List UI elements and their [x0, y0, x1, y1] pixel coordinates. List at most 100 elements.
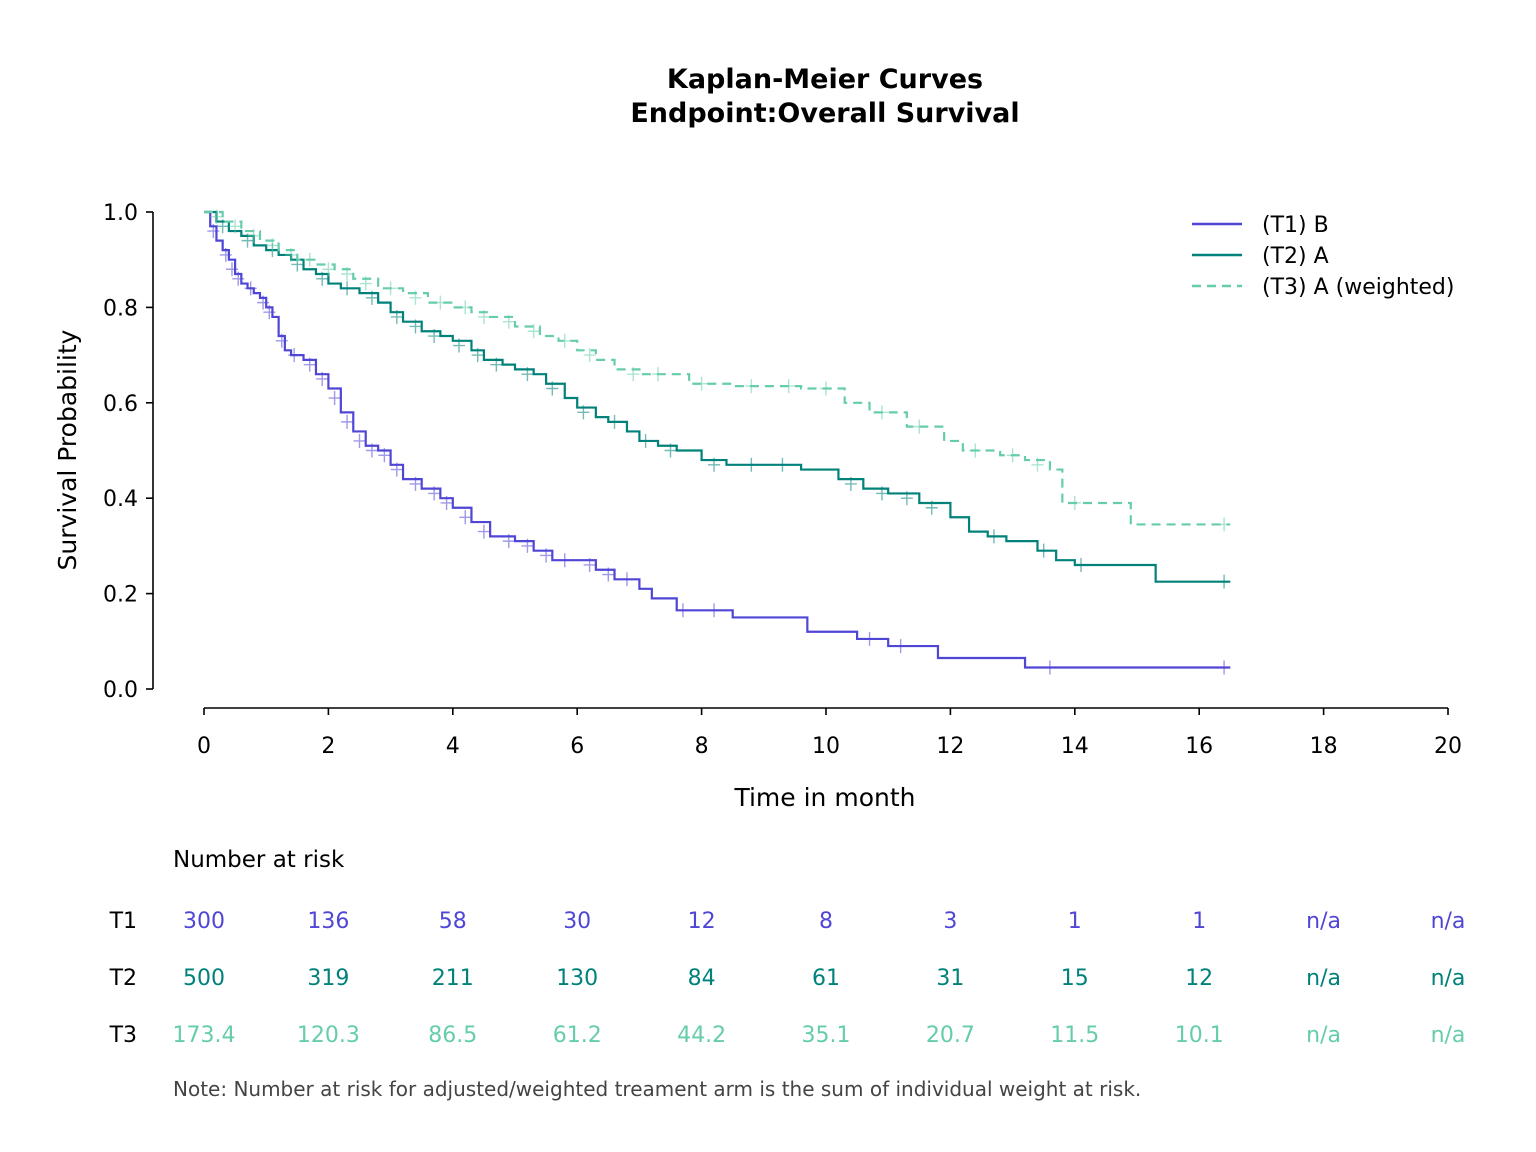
risk-value: 8 — [819, 909, 833, 934]
plot-area: 0.0 0.2 0.4 0.6 0.8 1.0 0 2 4 6 8 10 12 14 16 18 20 — [103, 201, 1462, 759]
censor-mark — [247, 228, 260, 243]
censor-mark — [925, 500, 938, 515]
risk-table-title: Number at risk — [173, 847, 345, 873]
censor-mark — [558, 553, 571, 568]
censor-mark — [782, 379, 795, 394]
censor-mark — [409, 476, 422, 491]
risk-value: n/a — [1431, 909, 1466, 934]
risk-row-label: T3 — [109, 1023, 137, 1048]
censor-mark — [216, 219, 229, 234]
censor-mark — [440, 495, 453, 510]
censor-mark — [969, 443, 982, 458]
legend-label: (T1) B — [1262, 213, 1329, 238]
risk-value: 300 — [183, 909, 225, 934]
risk-value: 136 — [307, 909, 349, 934]
censor-mark — [365, 443, 378, 458]
censor-mark — [894, 639, 907, 654]
x-tick-label: 8 — [695, 734, 709, 759]
x-tick-label: 6 — [570, 734, 584, 759]
censor-mark — [1037, 543, 1050, 558]
censor-mark — [1031, 457, 1044, 472]
censor-mark — [219, 247, 232, 262]
risk-value: 20.7 — [926, 1023, 975, 1048]
x-tick-label: 14 — [1061, 734, 1089, 759]
y-tick-label: 0.8 — [103, 296, 138, 321]
censor-mark — [471, 348, 484, 363]
risk-value: 3 — [943, 909, 957, 934]
censor-mark — [210, 209, 223, 224]
censor-mark — [453, 338, 466, 353]
censor-mark — [745, 379, 758, 394]
risk-value: 1 — [1192, 909, 1206, 934]
x-tick-label: 10 — [812, 734, 840, 759]
censor-mark — [490, 357, 503, 372]
censor-mark — [303, 252, 316, 267]
censor-mark — [602, 567, 615, 582]
risk-value: 84 — [688, 966, 716, 991]
risk-value: n/a — [1306, 966, 1341, 991]
chart-subtitle: Endpoint:Overall Survival — [630, 98, 1019, 129]
risk-value: 61.2 — [553, 1023, 602, 1048]
y-tick-label: 0.2 — [103, 583, 138, 608]
legend: (T1) B (T2) A (T3) A (weighted) — [1192, 213, 1454, 300]
censor-mark — [546, 381, 559, 396]
censor-mark — [207, 224, 220, 239]
x-tick-label: 2 — [321, 734, 335, 759]
risk-row-label: T2 — [109, 966, 137, 991]
x-tick-label: 0 — [197, 734, 211, 759]
risk-value: 30 — [563, 909, 591, 934]
censor-mark — [875, 405, 888, 420]
y-axis-label: Survival Probability — [53, 329, 82, 570]
risk-value: 58 — [439, 909, 467, 934]
censor-mark — [820, 381, 832, 396]
chart-title: Kaplan-Meier Curves — [667, 64, 983, 95]
censor-mark — [875, 486, 888, 501]
risk-value: n/a — [1431, 966, 1466, 991]
censor-mark — [353, 433, 366, 448]
y-tick-label: 0.0 — [103, 678, 138, 703]
risk-value: 319 — [307, 966, 349, 991]
censor-mark — [316, 271, 329, 286]
risk-value: 211 — [432, 966, 474, 991]
x-axis: 0 2 4 6 8 10 12 14 16 18 20 — [197, 707, 1462, 759]
risk-value: n/a — [1306, 1023, 1341, 1048]
censor-mark — [620, 572, 633, 587]
x-axis-label: Time in month — [733, 783, 915, 812]
censor-mark — [652, 367, 665, 382]
risk-value: 31 — [936, 966, 964, 991]
censor-mark — [409, 290, 422, 305]
censor-mark — [285, 247, 298, 262]
censor-mark — [1068, 495, 1081, 510]
censor-mark — [863, 631, 876, 646]
censor-mark — [540, 548, 553, 563]
series-line — [204, 210, 1231, 669]
risk-value: 35.1 — [802, 1023, 851, 1048]
series-1 — [204, 210, 1231, 675]
series-2 — [204, 210, 1231, 589]
censor-mark — [428, 329, 441, 344]
risk-value: 1 — [1068, 909, 1082, 934]
censor-mark — [225, 262, 238, 277]
x-tick-label: 20 — [1434, 734, 1462, 759]
risk-value: 130 — [556, 966, 598, 991]
censor-mark — [390, 462, 403, 477]
censor-mark — [900, 491, 913, 506]
censor-mark — [987, 529, 1000, 544]
censor-mark — [639, 433, 652, 448]
censor-mark — [359, 276, 372, 291]
risk-value: 12 — [1185, 966, 1213, 991]
censor-mark — [322, 262, 335, 277]
censor-mark — [1006, 448, 1019, 463]
censor-mark — [459, 510, 472, 525]
censor-mark — [558, 333, 571, 348]
series-layer — [204, 209, 1231, 675]
risk-row-label: T1 — [109, 909, 137, 934]
series-line — [204, 210, 1231, 526]
censor-mark — [776, 457, 789, 472]
censor-mark — [303, 357, 316, 372]
risk-table: Number at risk T1 300 136 58 30 12 8 3 1 1 n/a n/aT… — [109, 847, 1466, 1101]
censor-mark — [502, 314, 515, 329]
series-line — [204, 210, 1231, 583]
censor-mark — [341, 281, 354, 296]
